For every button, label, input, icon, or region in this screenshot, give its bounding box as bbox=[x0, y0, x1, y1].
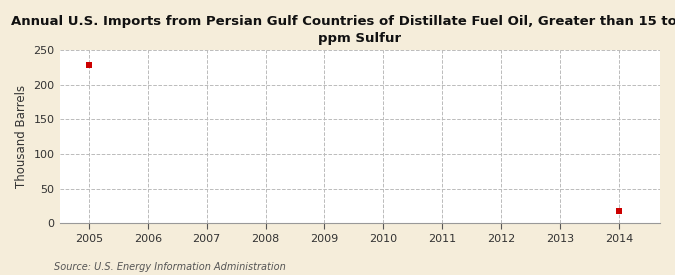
Y-axis label: Thousand Barrels: Thousand Barrels bbox=[15, 85, 28, 188]
Text: Source: U.S. Energy Information Administration: Source: U.S. Energy Information Administ… bbox=[54, 262, 286, 272]
Point bbox=[84, 63, 95, 67]
Point bbox=[614, 209, 624, 213]
Title: Annual U.S. Imports from Persian Gulf Countries of Distillate Fuel Oil, Greater : Annual U.S. Imports from Persian Gulf Co… bbox=[11, 15, 675, 45]
